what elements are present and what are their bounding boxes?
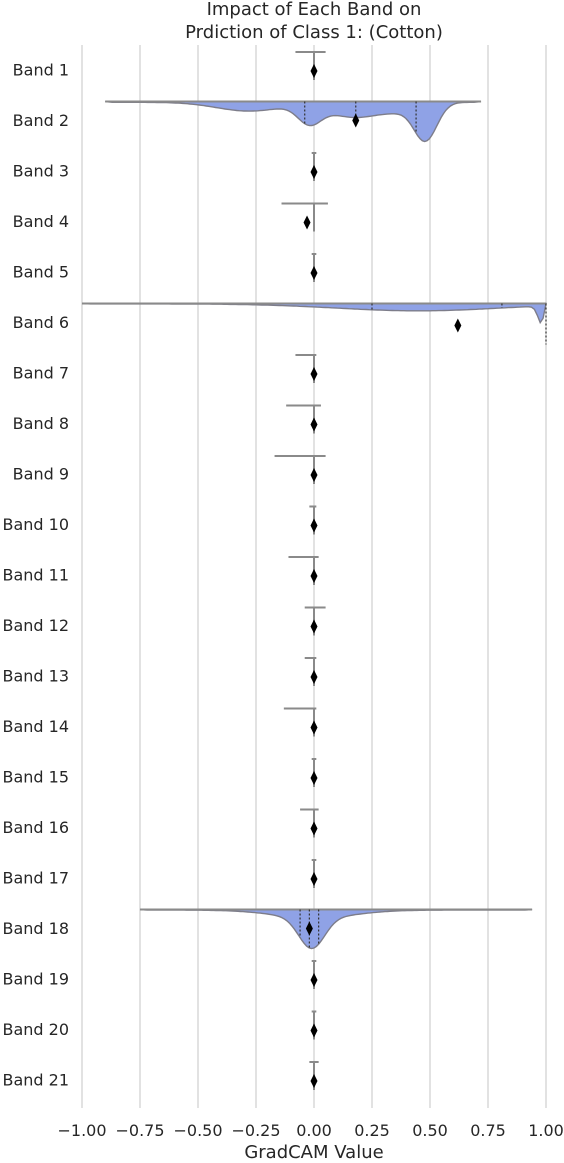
x-tick-label: 1.00 bbox=[528, 1121, 564, 1140]
mean-marker bbox=[310, 973, 318, 987]
violin-band bbox=[288, 556, 319, 585]
x-tick-label: −0.50 bbox=[173, 1121, 222, 1140]
y-tick-label: Band 12 bbox=[2, 616, 69, 635]
mean-marker bbox=[310, 64, 318, 78]
mean-marker bbox=[310, 771, 318, 785]
mean-marker bbox=[310, 670, 318, 684]
mean-marker bbox=[310, 1074, 318, 1088]
y-tick-label: Band 11 bbox=[2, 566, 69, 585]
y-tick-label: Band 17 bbox=[2, 869, 69, 888]
mean-marker bbox=[310, 367, 318, 381]
x-tick-label: 0.75 bbox=[470, 1121, 506, 1140]
violin-density bbox=[139, 908, 533, 950]
mean-marker bbox=[310, 569, 318, 583]
y-tick-label: Band 5 bbox=[13, 263, 69, 282]
chart-title-line-2: Prdiction of Class 1: (Cotton) bbox=[185, 22, 443, 43]
y-tick-label: Band 21 bbox=[2, 1071, 69, 1090]
x-tick-label: 0.50 bbox=[412, 1121, 448, 1140]
y-tick-label: Band 9 bbox=[13, 465, 69, 484]
x-tick-labels: −1.00 −0.75 −0.50 −0.25 0.00 0.25 0.50 0.75 1.00 bbox=[57, 1121, 563, 1140]
x-tick-label: −0.25 bbox=[231, 1121, 280, 1140]
mean-marker bbox=[310, 518, 318, 533]
mean-marker bbox=[305, 921, 313, 936]
mean-marker bbox=[310, 468, 318, 482]
violin-band bbox=[300, 808, 319, 838]
violin-band bbox=[139, 908, 533, 950]
y-tick-label: Band 1 bbox=[13, 61, 69, 80]
violin-band bbox=[309, 1061, 319, 1090]
violin-band bbox=[274, 455, 326, 484]
violin-band bbox=[286, 404, 321, 434]
y-tick-label: Band 10 bbox=[2, 515, 69, 534]
y-tick-label: Band 3 bbox=[13, 162, 69, 181]
y-tick-label: Band 16 bbox=[2, 818, 69, 837]
mean-marker bbox=[310, 821, 318, 836]
y-tick-label: Band 20 bbox=[2, 1020, 69, 1039]
violin-band bbox=[310, 859, 318, 888]
x-tick-label: −1.00 bbox=[57, 1121, 106, 1140]
violin-band bbox=[310, 1010, 318, 1040]
mean-marker bbox=[310, 417, 318, 432]
violin-band bbox=[309, 505, 318, 535]
x-tick-label: −0.75 bbox=[115, 1121, 164, 1140]
mean-marker bbox=[303, 215, 311, 230]
y-tick-label: Band 7 bbox=[13, 364, 69, 383]
y-tick-label: Band 6 bbox=[13, 313, 69, 332]
violin-band bbox=[295, 51, 326, 80]
y-tick-labels: Band 1 Band 2 Band 3 Band 4 Band 5 Band 6 Band… bbox=[2, 61, 69, 1090]
y-tick-label: Band 19 bbox=[2, 970, 69, 989]
mean-marker bbox=[310, 1023, 318, 1038]
y-tick-label: Band 15 bbox=[2, 768, 69, 787]
mean-marker bbox=[310, 165, 318, 179]
violin-layer bbox=[81, 51, 547, 1090]
y-tick-label: Band 14 bbox=[2, 717, 69, 736]
violin-band bbox=[281, 202, 328, 232]
y-tick-label: Band 8 bbox=[13, 414, 69, 433]
violin-band bbox=[304, 657, 318, 686]
mean-marker bbox=[310, 872, 318, 886]
mean-marker bbox=[454, 318, 462, 333]
y-tick-label: Band 2 bbox=[13, 111, 69, 130]
mean-marker bbox=[310, 619, 318, 634]
mean-marker bbox=[310, 720, 318, 735]
mean-marker bbox=[310, 266, 318, 280]
violin-band bbox=[310, 253, 318, 282]
violin-band bbox=[310, 758, 318, 787]
y-tick-label: Band 13 bbox=[2, 667, 69, 686]
violin-band bbox=[310, 960, 318, 989]
violin-band bbox=[105, 100, 482, 143]
x-tick-label: 0.25 bbox=[354, 1121, 390, 1140]
x-axis-label: GradCAM Value bbox=[244, 1142, 383, 1163]
y-tick-label: Band 4 bbox=[13, 212, 69, 231]
violin-band bbox=[304, 606, 326, 636]
violin-density bbox=[105, 100, 482, 143]
x-tick-label: 0.00 bbox=[296, 1121, 332, 1140]
violin-band bbox=[295, 354, 318, 383]
mean-marker bbox=[352, 113, 360, 128]
y-tick-label: Band 18 bbox=[2, 919, 69, 938]
violin-band bbox=[310, 152, 318, 181]
violin-band bbox=[283, 707, 318, 737]
chart-title-line-1: Impact of Each Band on bbox=[207, 0, 422, 20]
violin-band bbox=[81, 302, 547, 345]
